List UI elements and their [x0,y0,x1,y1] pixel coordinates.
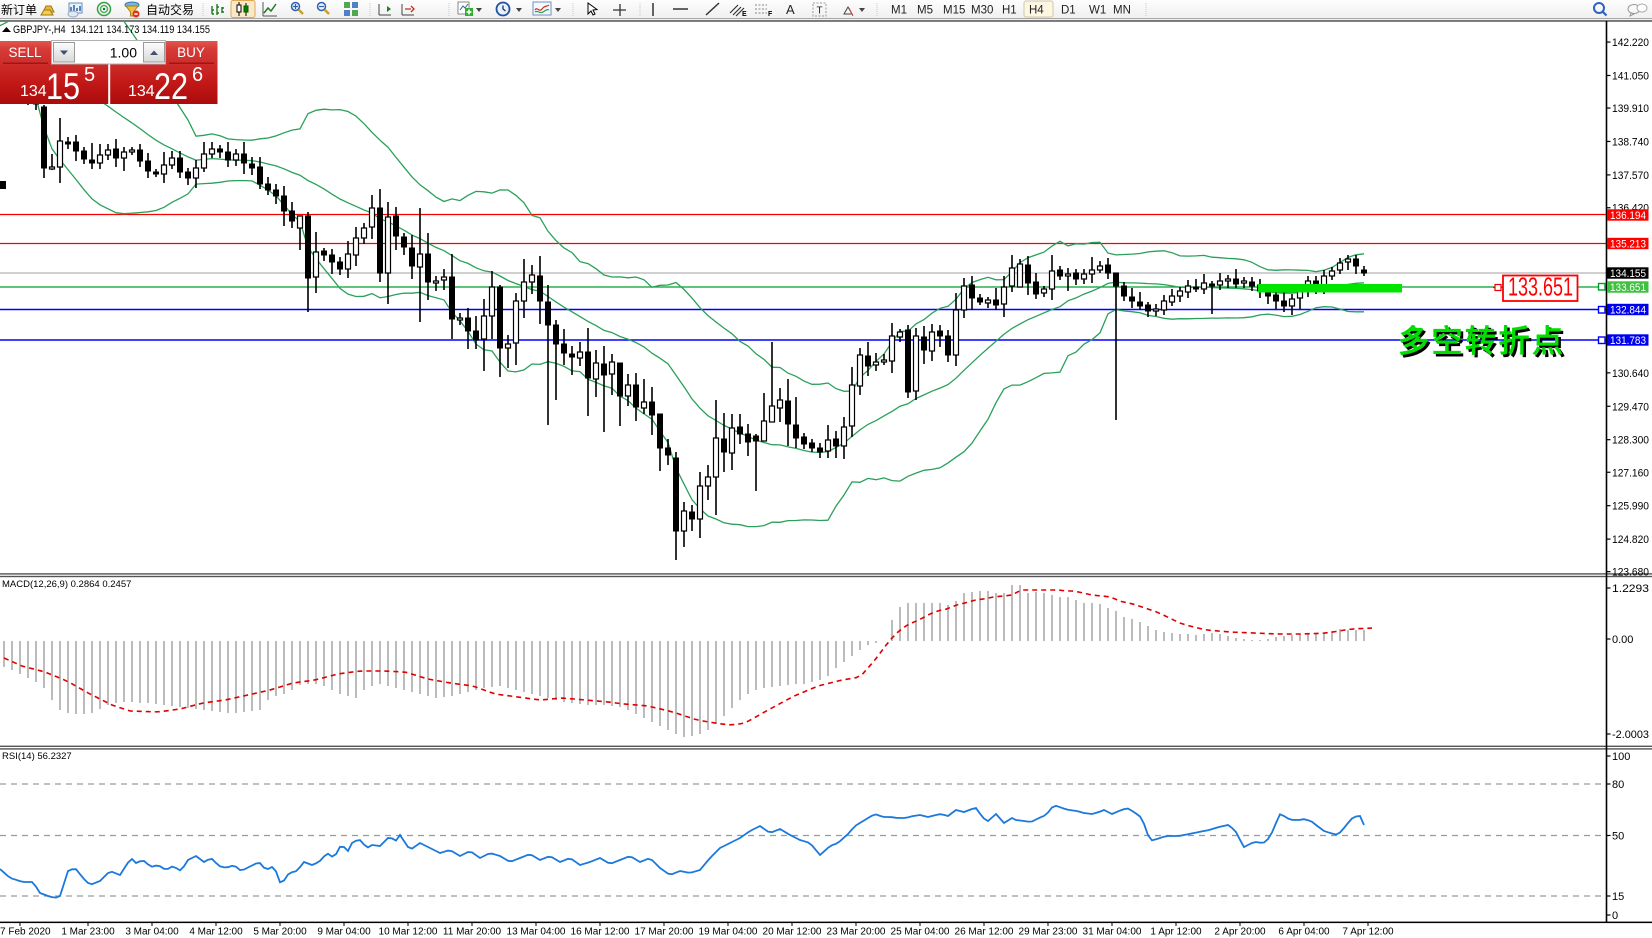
svg-text:-2.0003: -2.0003 [1612,729,1649,741]
svg-text:D1: D1 [1061,5,1076,17]
svg-text:128.300: 128.300 [1612,435,1649,447]
svg-text:BUY: BUY [177,45,205,60]
svg-text:19 Mar 04:00: 19 Mar 04:00 [699,927,758,938]
svg-text:M1: M1 [891,5,907,17]
svg-text:1 Mar 23:00: 1 Mar 23:00 [61,927,115,938]
svg-text:129.470: 129.470 [1612,401,1649,413]
svg-text:1 Apr 12:00: 1 Apr 12:00 [1150,927,1202,938]
svg-text:139.910: 139.910 [1612,103,1649,115]
svg-text:124.820: 124.820 [1612,534,1649,546]
svg-text:9 Mar 04:00: 9 Mar 04:00 [317,927,371,938]
svg-text:100: 100 [1612,751,1630,763]
svg-text:134: 134 [128,83,155,100]
svg-text:多空转折点: 多空转折点 [1398,324,1566,359]
svg-text:7 Feb 2020: 7 Feb 2020 [0,927,51,938]
svg-text:125.990: 125.990 [1612,501,1649,513]
svg-text:13 Mar 04:00: 13 Mar 04:00 [507,927,566,938]
svg-text:7 Apr 12:00: 7 Apr 12:00 [1342,927,1394,938]
svg-text:MN: MN [1113,5,1131,17]
svg-text:H1: H1 [1002,5,1017,17]
svg-text:133.651: 133.651 [1610,282,1646,294]
svg-text:新订单: 新订单 [1,2,37,17]
svg-text:6: 6 [192,64,203,86]
svg-text:15: 15 [1612,891,1624,903]
svg-text:1.00: 1.00 [110,45,137,61]
svg-text:5 Mar 20:00: 5 Mar 20:00 [253,927,307,938]
svg-text:GBPJPY-,H4 134.121 134.173 13: GBPJPY-,H4 134.121 134.173 134.119 134.1… [13,24,210,36]
svg-text:80: 80 [1612,779,1624,791]
svg-text:17 Mar 20:00: 17 Mar 20:00 [635,927,694,938]
svg-text:123.680: 123.680 [1612,567,1649,579]
svg-text:137.570: 137.570 [1612,170,1649,182]
svg-text:130.640: 130.640 [1612,368,1649,380]
svg-text:0.00: 0.00 [1612,634,1633,646]
svg-text:1.2293: 1.2293 [1612,583,1649,595]
svg-text:MACD(12,26,9) 0.2864 0.2457: MACD(12,26,9) 0.2864 0.2457 [2,579,131,590]
svg-text:自动交易: 自动交易 [146,2,194,17]
svg-text:10 Mar 12:00: 10 Mar 12:00 [379,927,438,938]
svg-text:136.194: 136.194 [1610,210,1646,222]
svg-text:RSI(14) 56.2327: RSI(14) 56.2327 [2,751,72,762]
svg-text:26 Mar 12:00: 26 Mar 12:00 [955,927,1014,938]
svg-text:SELL: SELL [8,45,42,60]
svg-text:2 Apr 20:00: 2 Apr 20:00 [1214,927,1266,938]
svg-text:127.160: 127.160 [1612,467,1649,479]
svg-text:0: 0 [1612,910,1618,922]
svg-text:W1: W1 [1089,5,1106,17]
svg-text:142.220: 142.220 [1612,37,1649,49]
svg-text:23 Mar 20:00: 23 Mar 20:00 [827,927,886,938]
svg-text:141.050: 141.050 [1612,70,1649,82]
svg-text:15: 15 [46,66,80,107]
svg-text:M5: M5 [917,5,933,17]
svg-text:5: 5 [84,64,95,86]
svg-text:50: 50 [1612,831,1624,843]
svg-text:131.783: 131.783 [1610,335,1646,347]
svg-text:138.740: 138.740 [1612,136,1649,148]
svg-text:M15: M15 [943,5,965,17]
svg-text:E: E [742,11,747,18]
svg-text:11 Mar 20:00: 11 Mar 20:00 [443,927,502,938]
svg-text:134: 134 [20,83,47,100]
svg-text:4 Mar 12:00: 4 Mar 12:00 [189,927,243,938]
svg-text:16 Mar 12:00: 16 Mar 12:00 [571,927,630,938]
svg-text:134.155: 134.155 [1610,268,1646,280]
svg-text:T: T [817,6,823,17]
svg-text:A: A [786,2,795,17]
svg-text:25 Mar 04:00: 25 Mar 04:00 [891,927,950,938]
svg-text:22: 22 [154,66,188,107]
svg-text:132.844: 132.844 [1610,305,1646,317]
svg-text:F: F [768,11,773,18]
svg-text:M30: M30 [971,5,993,17]
svg-text:6 Apr 04:00: 6 Apr 04:00 [1278,927,1330,938]
svg-text:3 Mar 04:00: 3 Mar 04:00 [125,927,179,938]
svg-text:20 Mar 12:00: 20 Mar 12:00 [763,927,822,938]
svg-text:135.213: 135.213 [1610,239,1646,251]
svg-text:多空转折点: 多空转折点 [1401,327,1569,362]
svg-text:31 Mar 04:00: 31 Mar 04:00 [1083,927,1142,938]
svg-text:133.651: 133.651 [1508,272,1573,302]
svg-text:29 Mar 23:00: 29 Mar 23:00 [1019,927,1078,938]
svg-text:H4: H4 [1029,5,1044,17]
